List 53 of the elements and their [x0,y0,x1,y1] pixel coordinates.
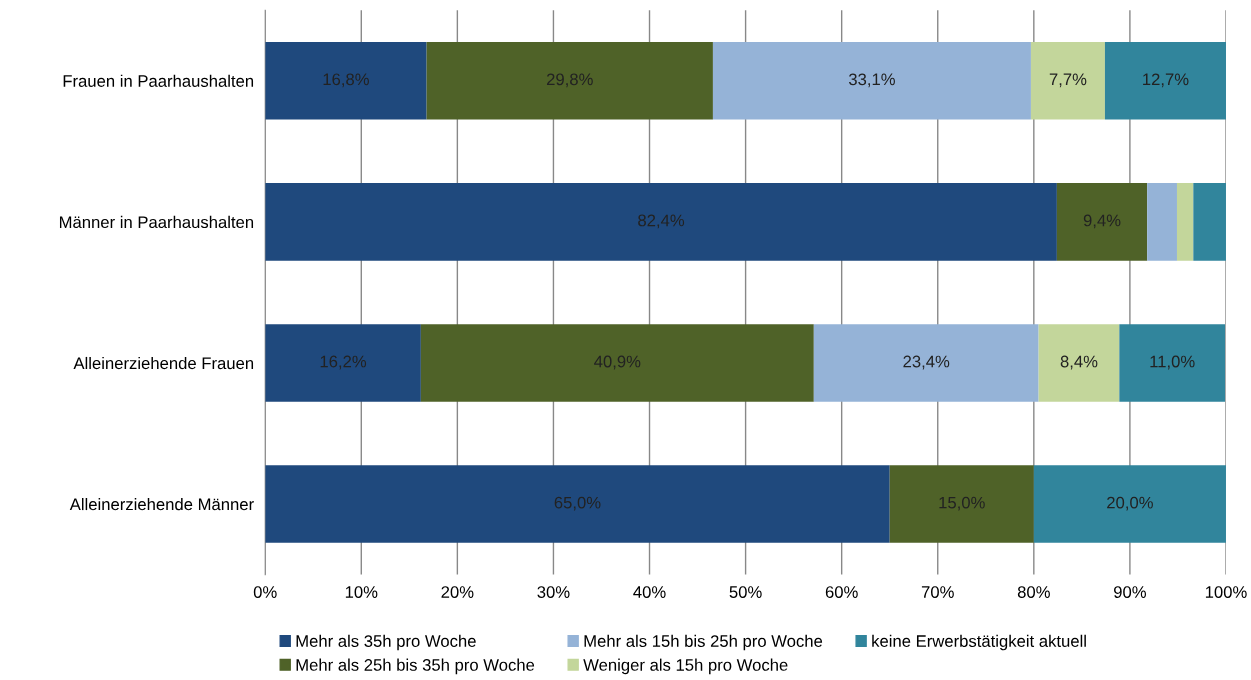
bar [1176,183,1194,261]
bar [1193,183,1226,261]
data-label: 16,8% [323,73,369,88]
x-tick-label: 10% [345,586,378,598]
data-label: 7,7% [1049,73,1087,88]
y-tick-label: Alleinerziehende Männer [69,498,254,511]
x-tick-label: 0% [253,586,277,598]
bar [1030,41,1105,120]
data-label: 40,9% [594,355,641,370]
legend-label: Weniger als 15h pro Woche [583,658,788,675]
bar [265,183,1057,261]
legend-label: Mehr als 15h bis 25h pro Woche [584,634,823,651]
bar [1033,465,1226,543]
bar [1038,324,1120,402]
data-label: 82,4% [638,214,685,229]
bar [889,465,1034,543]
data-label: 29,8% [546,73,593,88]
data-label: 33,1% [848,73,895,88]
x-tick-label: 100% [1205,586,1247,598]
data-label: 23,4% [903,355,950,370]
x-tick-label: 30% [537,586,570,598]
legend-label: Mehr als 25h bis 35h pro Woche [296,658,535,675]
data-label: 65,0% [554,496,601,511]
data-label: 16,2% [320,355,367,370]
bar [712,41,1031,120]
bar [420,324,814,402]
data-label: 15,0% [939,496,985,511]
y-tick-label: Männer in Paarhaushalten [59,215,254,229]
y-tick-label: Alleinerziehende Frauen [73,356,254,370]
bar [265,41,427,120]
legend-label: keine Erwerbstätigkeit aktuell [872,634,1086,651]
bar [426,41,713,120]
data-label: 8,4% [1060,355,1098,370]
x-tick-label: 60% [825,586,858,598]
bar [265,465,890,543]
x-tick-label: 70% [921,586,954,598]
data-label: 11,0% [1150,355,1195,370]
data-label: 9,4% [1083,214,1121,229]
x-tick-label: 20% [441,586,474,598]
bar [1147,183,1177,261]
data-label: 12,7% [1143,73,1189,88]
x-tick-label: 40% [633,586,666,598]
y-tick-label: Frauen in Paarhaushalten [63,74,254,87]
bar [1056,183,1148,261]
legend-label: Mehr als 35h pro Woche [296,634,476,651]
x-tick-label: 50% [729,586,762,598]
data-label: 20,0% [1107,496,1153,511]
x-tick-label: 90% [1114,586,1146,598]
bar [1119,324,1226,402]
x-tick-label: 80% [1017,586,1050,598]
bar [813,324,1039,402]
bar [1104,41,1226,120]
bar [265,324,421,402]
